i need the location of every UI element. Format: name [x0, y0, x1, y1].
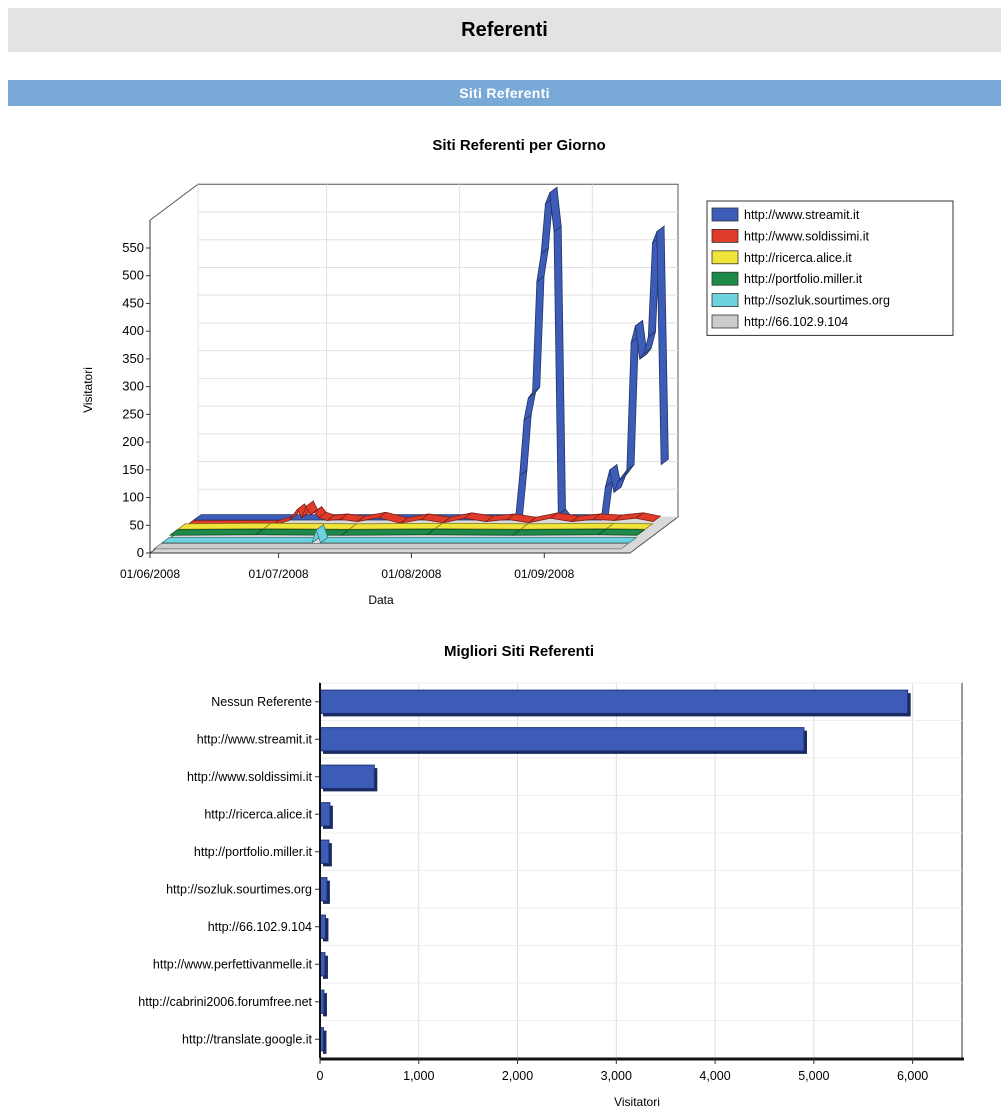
legend-swatch: [711, 250, 739, 265]
category-label: http://www.soldissimi.it: [187, 770, 313, 784]
y-tick-label: 400: [122, 323, 144, 338]
x-tick-label: 5,000: [798, 1069, 829, 1083]
legend-label: http://www.soldissimi.it: [744, 229, 870, 243]
line-chart-x-axis-label: Data: [368, 593, 394, 607]
x-tick-label: 01/06/2008: [120, 567, 180, 581]
bar: [319, 689, 909, 714]
category-label: http://www.perfettivanmelle.it: [153, 957, 313, 971]
y-tick-label: 500: [122, 268, 144, 283]
legend-label: http://portfolio.miller.it: [744, 272, 863, 286]
y-tick-label: 0: [137, 545, 144, 560]
series-ribbon: [160, 523, 638, 544]
bar-chart-bars: [319, 689, 911, 1054]
bar: [319, 802, 331, 827]
x-tick-label: 01/07/2008: [249, 567, 309, 581]
y-tick-label: 150: [122, 462, 144, 477]
legend-label: http://www.streamit.it: [744, 208, 860, 222]
y-tick-label: 450: [122, 295, 144, 310]
category-label: http://sozluk.sourtimes.org: [166, 882, 312, 896]
category-label: http://portfolio.miller.it: [194, 845, 313, 859]
category-label: http://translate.google.it: [182, 1032, 312, 1046]
line-chart-legend: http://www.streamit.it http://www.soldiss…: [706, 200, 954, 336]
x-tick-label: 01/09/2008: [514, 567, 574, 581]
series-segment: [597, 528, 646, 536]
bar-shadow: [323, 1030, 327, 1054]
category-label: http://cabrini2006.forumfree.net: [138, 995, 312, 1009]
legend-swatch: [711, 293, 739, 308]
line-chart-title: Siti Referenti per Giorno: [432, 137, 605, 154]
page-header: Referenti: [8, 8, 1001, 52]
category-label: http://66.102.9.104: [208, 920, 312, 934]
legend-swatch: [711, 207, 739, 222]
y-tick-label: 200: [122, 434, 144, 449]
x-tick-label: 3,000: [601, 1069, 632, 1083]
bar: [319, 877, 328, 902]
series-segment: [656, 225, 669, 466]
legend-label: http://66.102.9.104: [744, 315, 848, 329]
category-label: http://www.streamit.it: [197, 732, 313, 746]
bar-shadow: [323, 955, 328, 979]
series-segment: [635, 512, 662, 522]
series-ribbon: [152, 543, 630, 550]
x-tick-label: 0: [317, 1069, 324, 1083]
line-chart-series-group: [152, 186, 669, 550]
y-tick-label: 550: [122, 240, 144, 255]
line-chart-axes: 0 50 100 150 200 250 300 350 400 450 500 550 01/06/2…: [120, 220, 630, 581]
series-ribbon: [176, 522, 654, 530]
legend-box: [706, 200, 954, 336]
legend-label: http://sozluk.sourtimes.org: [744, 294, 890, 308]
bar-chart-title: Migliori Siti Referenti: [444, 643, 594, 660]
legend-label: http://ricerca.alice.it: [744, 251, 852, 265]
x-tick-label: 6,000: [897, 1069, 928, 1083]
page-title: Referenti: [461, 18, 548, 41]
bar: [319, 727, 805, 752]
category-label: Nessun Referente: [211, 695, 312, 709]
legend-swatch: [711, 314, 739, 329]
y-tick-label: 100: [122, 490, 144, 505]
x-tick-label: 4,000: [699, 1069, 730, 1083]
series-ribbon: [192, 186, 669, 521]
bar: [319, 764, 375, 789]
y-tick-label: 50: [130, 517, 144, 532]
legend-swatch: [711, 271, 739, 286]
x-tick-label: 01/08/2008: [381, 567, 441, 581]
bar-chart-x-axis-label: Visitatori: [614, 1095, 660, 1109]
series-segment: [605, 522, 654, 530]
legend-swatch: [711, 228, 739, 243]
x-tick-label: 2,000: [502, 1069, 533, 1083]
x-tick-label: 1,000: [403, 1069, 434, 1083]
bar-shadow: [323, 993, 327, 1017]
series-segment: [152, 543, 630, 550]
line-chart-y-axis-label: Visitatori: [81, 367, 95, 413]
bar: [319, 839, 330, 864]
referrers-per-day-chart: Siti Referenti per Giorno Visitatori Dat…: [81, 137, 954, 607]
section-header: Siti Referenti: [8, 80, 1001, 106]
section-title: Siti Referenti: [459, 85, 550, 101]
series-ribbon: [184, 500, 662, 527]
y-tick-label: 250: [122, 406, 144, 421]
y-tick-label: 300: [122, 379, 144, 394]
y-tick-label: 350: [122, 351, 144, 366]
category-label: http://ricerca.alice.it: [204, 807, 312, 821]
bar-chart-axes: Nessun Referente http://www.streamit.it ht…: [138, 683, 964, 1083]
series-segment: [319, 537, 638, 544]
